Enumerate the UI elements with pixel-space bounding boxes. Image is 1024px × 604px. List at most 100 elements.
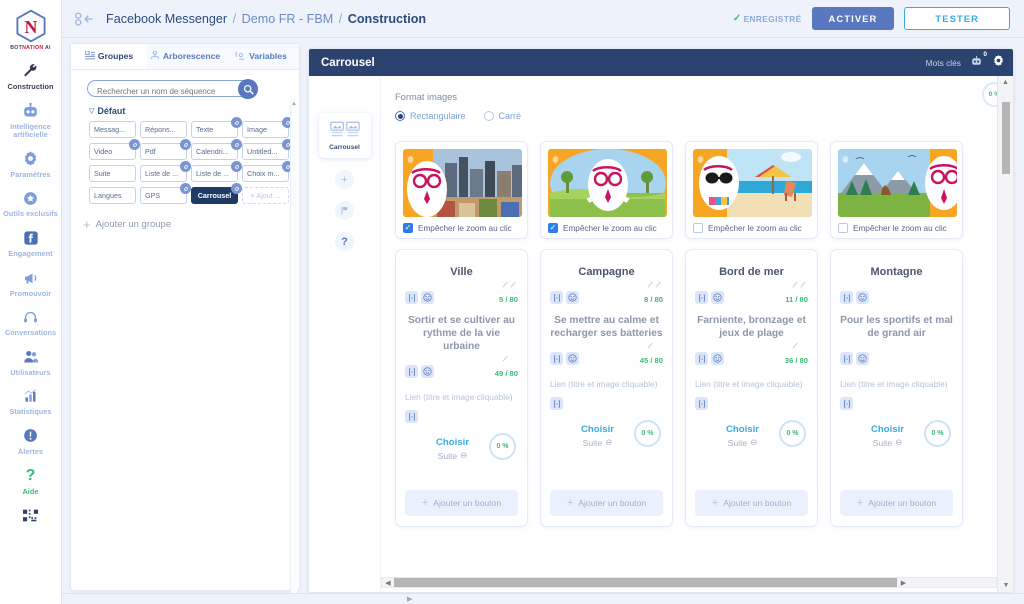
card-thumbnail[interactable] bbox=[548, 149, 667, 217]
card-description[interactable]: Se mettre au calme et recharger ses batt… bbox=[550, 315, 663, 339]
test-button[interactable]: TESTER bbox=[904, 7, 1010, 30]
flag-node-button[interactable] bbox=[335, 201, 354, 220]
choose-button[interactable]: Choisir bbox=[870, 424, 905, 435]
card-title[interactable]: Campagne bbox=[578, 266, 635, 278]
card-thumbnail[interactable] bbox=[838, 149, 957, 217]
sidebar-item-parametres[interactable]: Paramètres bbox=[0, 144, 62, 184]
emoji-icon[interactable] bbox=[711, 291, 724, 304]
variable-insert-icon[interactable] bbox=[695, 397, 708, 410]
prevent-zoom-checkbox[interactable] bbox=[403, 223, 413, 233]
window-horizontal-scrollbar[interactable]: ▶ bbox=[62, 593, 1024, 604]
chip-langues[interactable]: Langues bbox=[89, 187, 136, 204]
choose-button[interactable]: Choisir bbox=[435, 437, 470, 448]
hscroll-thumb[interactable] bbox=[394, 578, 898, 587]
chip-untitled[interactable]: Untitled... bbox=[242, 139, 293, 160]
sidebar-item-engagement[interactable]: Engagement bbox=[0, 223, 62, 263]
image-settings-icon[interactable] bbox=[406, 151, 415, 169]
card-title[interactable]: Bord de mer bbox=[719, 266, 784, 278]
card-link-label[interactable]: Lien (titre et image cliquable) bbox=[550, 379, 658, 389]
variable-insert-icon[interactable] bbox=[550, 291, 563, 304]
activate-button[interactable]: ACTIVER bbox=[811, 7, 895, 30]
gear-icon[interactable] bbox=[992, 54, 1005, 72]
sidebar-item-construction[interactable]: Construction bbox=[0, 56, 62, 96]
emoji-icon[interactable] bbox=[566, 291, 579, 304]
card-thumbnail[interactable] bbox=[693, 149, 812, 217]
search-icon[interactable] bbox=[238, 79, 258, 99]
vscroll-thumb[interactable] bbox=[1002, 102, 1010, 174]
breadcrumb-part-2[interactable]: Demo FR - FBM bbox=[241, 11, 334, 26]
add-button-button[interactable]: + Ajouter un bouton bbox=[840, 490, 953, 516]
choose-button[interactable]: Choisir bbox=[580, 424, 615, 435]
resize-handle-icon[interactable] bbox=[502, 281, 518, 289]
variable-insert-icon[interactable] bbox=[405, 410, 418, 423]
variable-insert-icon[interactable] bbox=[840, 352, 853, 365]
chip-calendrier[interactable]: Calendri... bbox=[191, 139, 242, 160]
chip-choix-multiple[interactable]: Choix m... bbox=[242, 161, 293, 182]
image-settings-icon[interactable] bbox=[551, 151, 560, 169]
radio-carre[interactable]: Carré bbox=[483, 111, 521, 121]
share-back-icon[interactable] bbox=[74, 11, 96, 27]
prevent-zoom-checkbox[interactable] bbox=[838, 223, 848, 233]
next-label[interactable]: Suite ⊖ bbox=[695, 437, 808, 448]
card-link-label[interactable]: Lien (titre et image cliquable) bbox=[695, 379, 803, 389]
next-label[interactable]: Suite ⊖ bbox=[840, 437, 953, 448]
variable-insert-icon[interactable] bbox=[550, 352, 563, 365]
chip-pdf[interactable]: Pdf bbox=[140, 139, 191, 160]
keywords-label[interactable]: Mots clés bbox=[925, 57, 961, 68]
resize-handle-icon[interactable] bbox=[647, 281, 663, 289]
emoji-icon[interactable] bbox=[566, 352, 579, 365]
sidebar-item-alertes[interactable]: Alertes bbox=[0, 421, 62, 461]
scroll-up-arrow[interactable]: ▲ bbox=[291, 101, 297, 107]
chip-liste-de-1[interactable]: Liste de ... bbox=[140, 161, 191, 182]
resize-handle-icon[interactable] bbox=[792, 281, 808, 289]
sidebar-item-intelligence-artificielle[interactable]: Intelligence artificielle bbox=[0, 96, 62, 144]
scroll-up-arrow[interactable]: ▲ bbox=[1002, 79, 1009, 86]
variable-insert-icon[interactable] bbox=[695, 352, 708, 365]
scroll-down-arrow[interactable]: ▼ bbox=[1002, 582, 1010, 589]
chip-texte[interactable]: Texte bbox=[191, 117, 242, 138]
variable-insert-icon[interactable] bbox=[405, 365, 418, 378]
sidebar-item-promouvoir[interactable]: Promouvoir bbox=[0, 263, 62, 303]
resize-handle-icon[interactable] bbox=[502, 355, 518, 363]
emoji-icon[interactable] bbox=[711, 352, 724, 365]
scroll-right-arrow[interactable]: ▶ bbox=[900, 579, 907, 587]
emoji-icon[interactable] bbox=[421, 291, 434, 304]
scroll-left-arrow[interactable]: ◀ bbox=[385, 579, 391, 587]
robot-icon[interactable]: 0 bbox=[970, 51, 987, 72]
chip-repons[interactable]: Répons... bbox=[140, 121, 187, 138]
breadcrumb-part-1[interactable]: Facebook Messenger bbox=[106, 11, 228, 26]
radio-rectangulaire[interactable]: Rectangulaire bbox=[395, 111, 466, 121]
emoji-icon[interactable] bbox=[856, 352, 869, 365]
card-description[interactable]: Farniente, bronzage et jeux de plage bbox=[697, 315, 806, 339]
resize-handle-icon[interactable] bbox=[647, 342, 663, 350]
choose-button[interactable]: Choisir bbox=[725, 424, 760, 435]
resize-handle-icon[interactable] bbox=[792, 342, 808, 350]
tab-groupes[interactable]: Groupes bbox=[71, 44, 147, 69]
tab-variables[interactable]: Variables bbox=[223, 44, 299, 69]
card-thumbnail[interactable] bbox=[403, 149, 522, 217]
sidebar-item-conversations[interactable]: Conversations bbox=[0, 302, 62, 342]
chip-add-sequence[interactable]: + Ajout ... bbox=[242, 187, 289, 204]
app-logo[interactable]: N BOTNATION AI bbox=[0, 0, 62, 56]
emoji-icon[interactable] bbox=[421, 365, 434, 378]
group-header-defaut[interactable]: ▽ Défaut bbox=[89, 106, 289, 116]
left-panel-scrollbar[interactable]: ▲ ▼ bbox=[290, 100, 297, 604]
variable-insert-icon[interactable] bbox=[550, 397, 563, 410]
card-title[interactable]: Ville bbox=[450, 266, 473, 278]
prevent-zoom-checkbox[interactable] bbox=[693, 223, 703, 233]
next-label[interactable]: Suite ⊖ bbox=[405, 450, 518, 461]
chip-video[interactable]: Video bbox=[89, 139, 140, 160]
variable-insert-icon[interactable] bbox=[840, 291, 853, 304]
card-link-label[interactable]: Lien (titre et image cliquable) bbox=[405, 392, 513, 402]
chip-messag[interactable]: Messag... bbox=[89, 121, 136, 138]
chip-liste-de-2[interactable]: Liste de ... bbox=[191, 161, 242, 182]
add-button-button[interactable]: + Ajouter un bouton bbox=[405, 490, 518, 516]
node-carousel[interactable]: Carrousel bbox=[318, 113, 371, 158]
add-button-button[interactable]: + Ajouter un bouton bbox=[550, 490, 663, 516]
add-node-button[interactable]: + bbox=[335, 170, 354, 189]
scroll-right-arrow[interactable]: ▶ bbox=[407, 596, 413, 603]
sidebar-item-utilisateurs[interactable]: Utilisateurs bbox=[0, 342, 62, 382]
card-title[interactable]: Montagne bbox=[870, 266, 923, 278]
prevent-zoom-checkbox[interactable] bbox=[548, 223, 558, 233]
sidebar-item-qr-code[interactable] bbox=[0, 500, 62, 529]
